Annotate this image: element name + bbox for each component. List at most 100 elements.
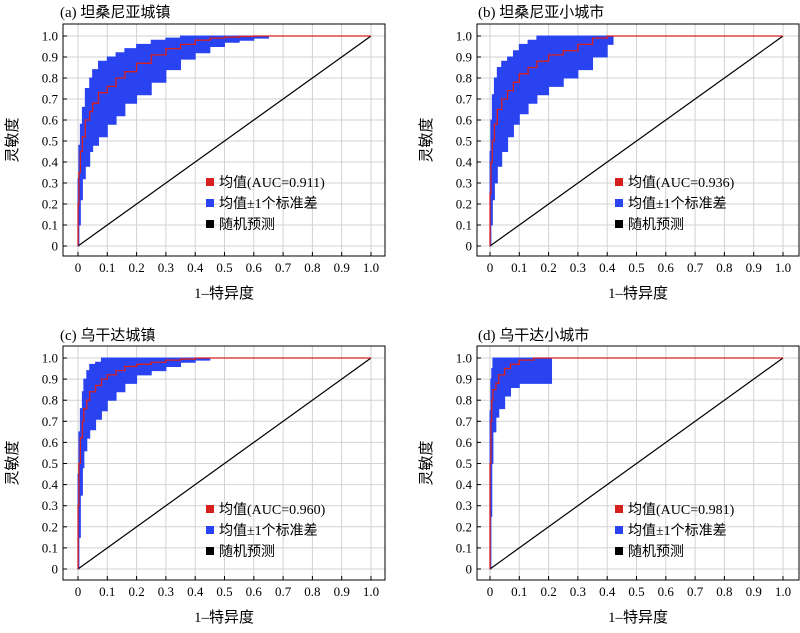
- x-tick-label: 0.4: [599, 260, 616, 275]
- random-prediction-line: [489, 35, 784, 247]
- legend-swatch: [206, 199, 214, 207]
- x-tick-label: 0.9: [746, 584, 762, 599]
- legend-label: 均值±1个标准差: [628, 523, 727, 539]
- y-tick-label: 0.6: [456, 435, 473, 450]
- panel-title: (d) 乌干达小城市: [478, 327, 589, 344]
- x-tick-label: 0.9: [334, 584, 350, 599]
- legend-swatch: [615, 199, 623, 207]
- y-tick-label: 0.9: [456, 372, 472, 387]
- legend-swatch: [615, 526, 623, 534]
- y-tick-label: 0.4: [456, 155, 473, 170]
- std-band-area: [77, 357, 211, 570]
- x-tick-label: 0.6: [658, 260, 675, 275]
- y-tick-label: 0.1: [42, 540, 58, 555]
- x-tick-label: 0.4: [187, 584, 204, 599]
- y-tick-label: 0.9: [42, 50, 58, 65]
- y-tick-label: 0.3: [456, 498, 472, 513]
- std-band-area: [489, 35, 614, 247]
- legend-label: 随机预测: [219, 217, 275, 233]
- y-tick-label: 0.9: [456, 50, 472, 65]
- y-tick-label: 0: [52, 562, 59, 577]
- legend-swatch: [615, 220, 623, 228]
- x-tick-label: 0.4: [599, 584, 616, 599]
- y-tick-label: 0.4: [456, 477, 473, 492]
- x-tick-label: 1.0: [775, 584, 791, 599]
- x-tick-label: 0.6: [658, 584, 675, 599]
- y-tick-label: 0.1: [42, 218, 58, 233]
- legend-label: 均值±1个标准差: [219, 196, 318, 212]
- mean-roc-curve: [489, 357, 783, 569]
- legend-swatch: [206, 220, 214, 228]
- x-tick-label: 0: [487, 584, 494, 599]
- x-tick-label: 0.8: [716, 260, 732, 275]
- y-tick-label: 0.5: [42, 456, 58, 471]
- y-tick-label: 0.2: [456, 519, 472, 534]
- y-tick-label: 0.3: [42, 176, 58, 191]
- x-tick-label: 0.5: [216, 584, 232, 599]
- x-tick-label: 0.8: [716, 584, 732, 599]
- x-tick-label: 0.5: [628, 584, 644, 599]
- legend-swatch: [206, 505, 214, 513]
- y-tick-label: 0.1: [456, 218, 472, 233]
- panel-title: (a) 坦桑尼亚城镇: [60, 4, 170, 21]
- random-prediction-line: [77, 35, 372, 247]
- x-tick-label: 1.0: [775, 260, 791, 275]
- legend-swatch: [206, 178, 214, 186]
- legend-swatch: [206, 547, 214, 555]
- x-tick-label: 0.2: [128, 260, 144, 275]
- x-tick-label: 0.2: [128, 584, 144, 599]
- mean-roc-curve: [77, 357, 371, 569]
- std-band-area: [489, 357, 553, 570]
- y-axis-label: 灵敏度: [418, 440, 435, 485]
- y-tick-label: 1.0: [42, 351, 58, 366]
- legend-label: 均值(AUC=0.981): [628, 502, 735, 518]
- legend-label: 均值(AUC=0.936): [628, 175, 735, 191]
- legend-label: 随机预测: [219, 544, 275, 560]
- x-axis-label: 1–特异度: [194, 285, 254, 302]
- y-tick-label: 0.6: [42, 113, 59, 128]
- legend-label: 均值±1个标准差: [219, 523, 318, 539]
- y-tick-label: 1.0: [456, 351, 472, 366]
- legend-swatch: [615, 178, 623, 186]
- y-tick-label: 0.9: [42, 372, 58, 387]
- y-tick-label: 0.2: [42, 197, 58, 212]
- y-tick-label: 0.6: [456, 113, 473, 128]
- y-tick-label: 0.4: [42, 155, 59, 170]
- roc-panel-3: 0 0.1 0.2 0.3 0.4 0.5 0.6 0.7 0.8 0.9 1.0 0 0.1 0.2 0.…: [4, 327, 386, 626]
- y-tick-label: 0.5: [456, 134, 472, 149]
- y-tick-label: 0.6: [42, 435, 59, 450]
- x-tick-label: 0.1: [511, 260, 527, 275]
- x-tick-label: 0.5: [216, 260, 232, 275]
- x-tick-label: 0.2: [540, 584, 556, 599]
- y-axis-label: 灵敏度: [4, 440, 21, 485]
- y-tick-label: 0.4: [42, 477, 59, 492]
- y-tick-label: 0.8: [456, 71, 472, 86]
- plot-frame: [476, 23, 800, 257]
- y-tick-label: 0.8: [42, 71, 58, 86]
- roc-panel-1: 0 0.1 0.2 0.3 0.4 0.5 0.6 0.7 0.8 0.9 1.0 0 0.1 0.2 0.…: [4, 4, 386, 302]
- roc-panel-4: 0 0.1 0.2 0.3 0.4 0.5 0.6 0.7 0.8 0.9 1.0 0 0.1 0.2 0.…: [418, 327, 800, 626]
- x-tick-label: 1.0: [363, 584, 379, 599]
- y-tick-label: 0.7: [42, 414, 59, 429]
- roc-panel-2: 0 0.1 0.2 0.3 0.4 0.5 0.6 0.7 0.8 0.9 1.0 0 0.1 0.2 0.…: [418, 4, 800, 302]
- legend-label: 随机预测: [628, 217, 684, 233]
- legend-swatch: [615, 547, 623, 555]
- x-tick-label: 0: [75, 260, 82, 275]
- mean-roc-curve: [489, 35, 783, 246]
- x-axis-label: 1–特异度: [194, 609, 254, 626]
- x-tick-label: 0.1: [99, 584, 115, 599]
- x-tick-label: 0.1: [99, 260, 115, 275]
- x-axis-label: 1–特异度: [608, 285, 668, 302]
- y-tick-label: 0.8: [42, 393, 58, 408]
- legend-label: 均值(AUC=0.911): [219, 175, 325, 191]
- y-tick-label: 1.0: [456, 29, 472, 44]
- x-tick-label: 0.7: [275, 260, 292, 275]
- random-prediction-line: [77, 357, 372, 570]
- y-tick-label: 0.7: [456, 92, 473, 107]
- y-tick-label: 0: [466, 562, 473, 577]
- x-tick-label: 0.4: [187, 260, 204, 275]
- y-tick-label: 1.0: [42, 29, 58, 44]
- y-tick-label: 0.2: [42, 519, 58, 534]
